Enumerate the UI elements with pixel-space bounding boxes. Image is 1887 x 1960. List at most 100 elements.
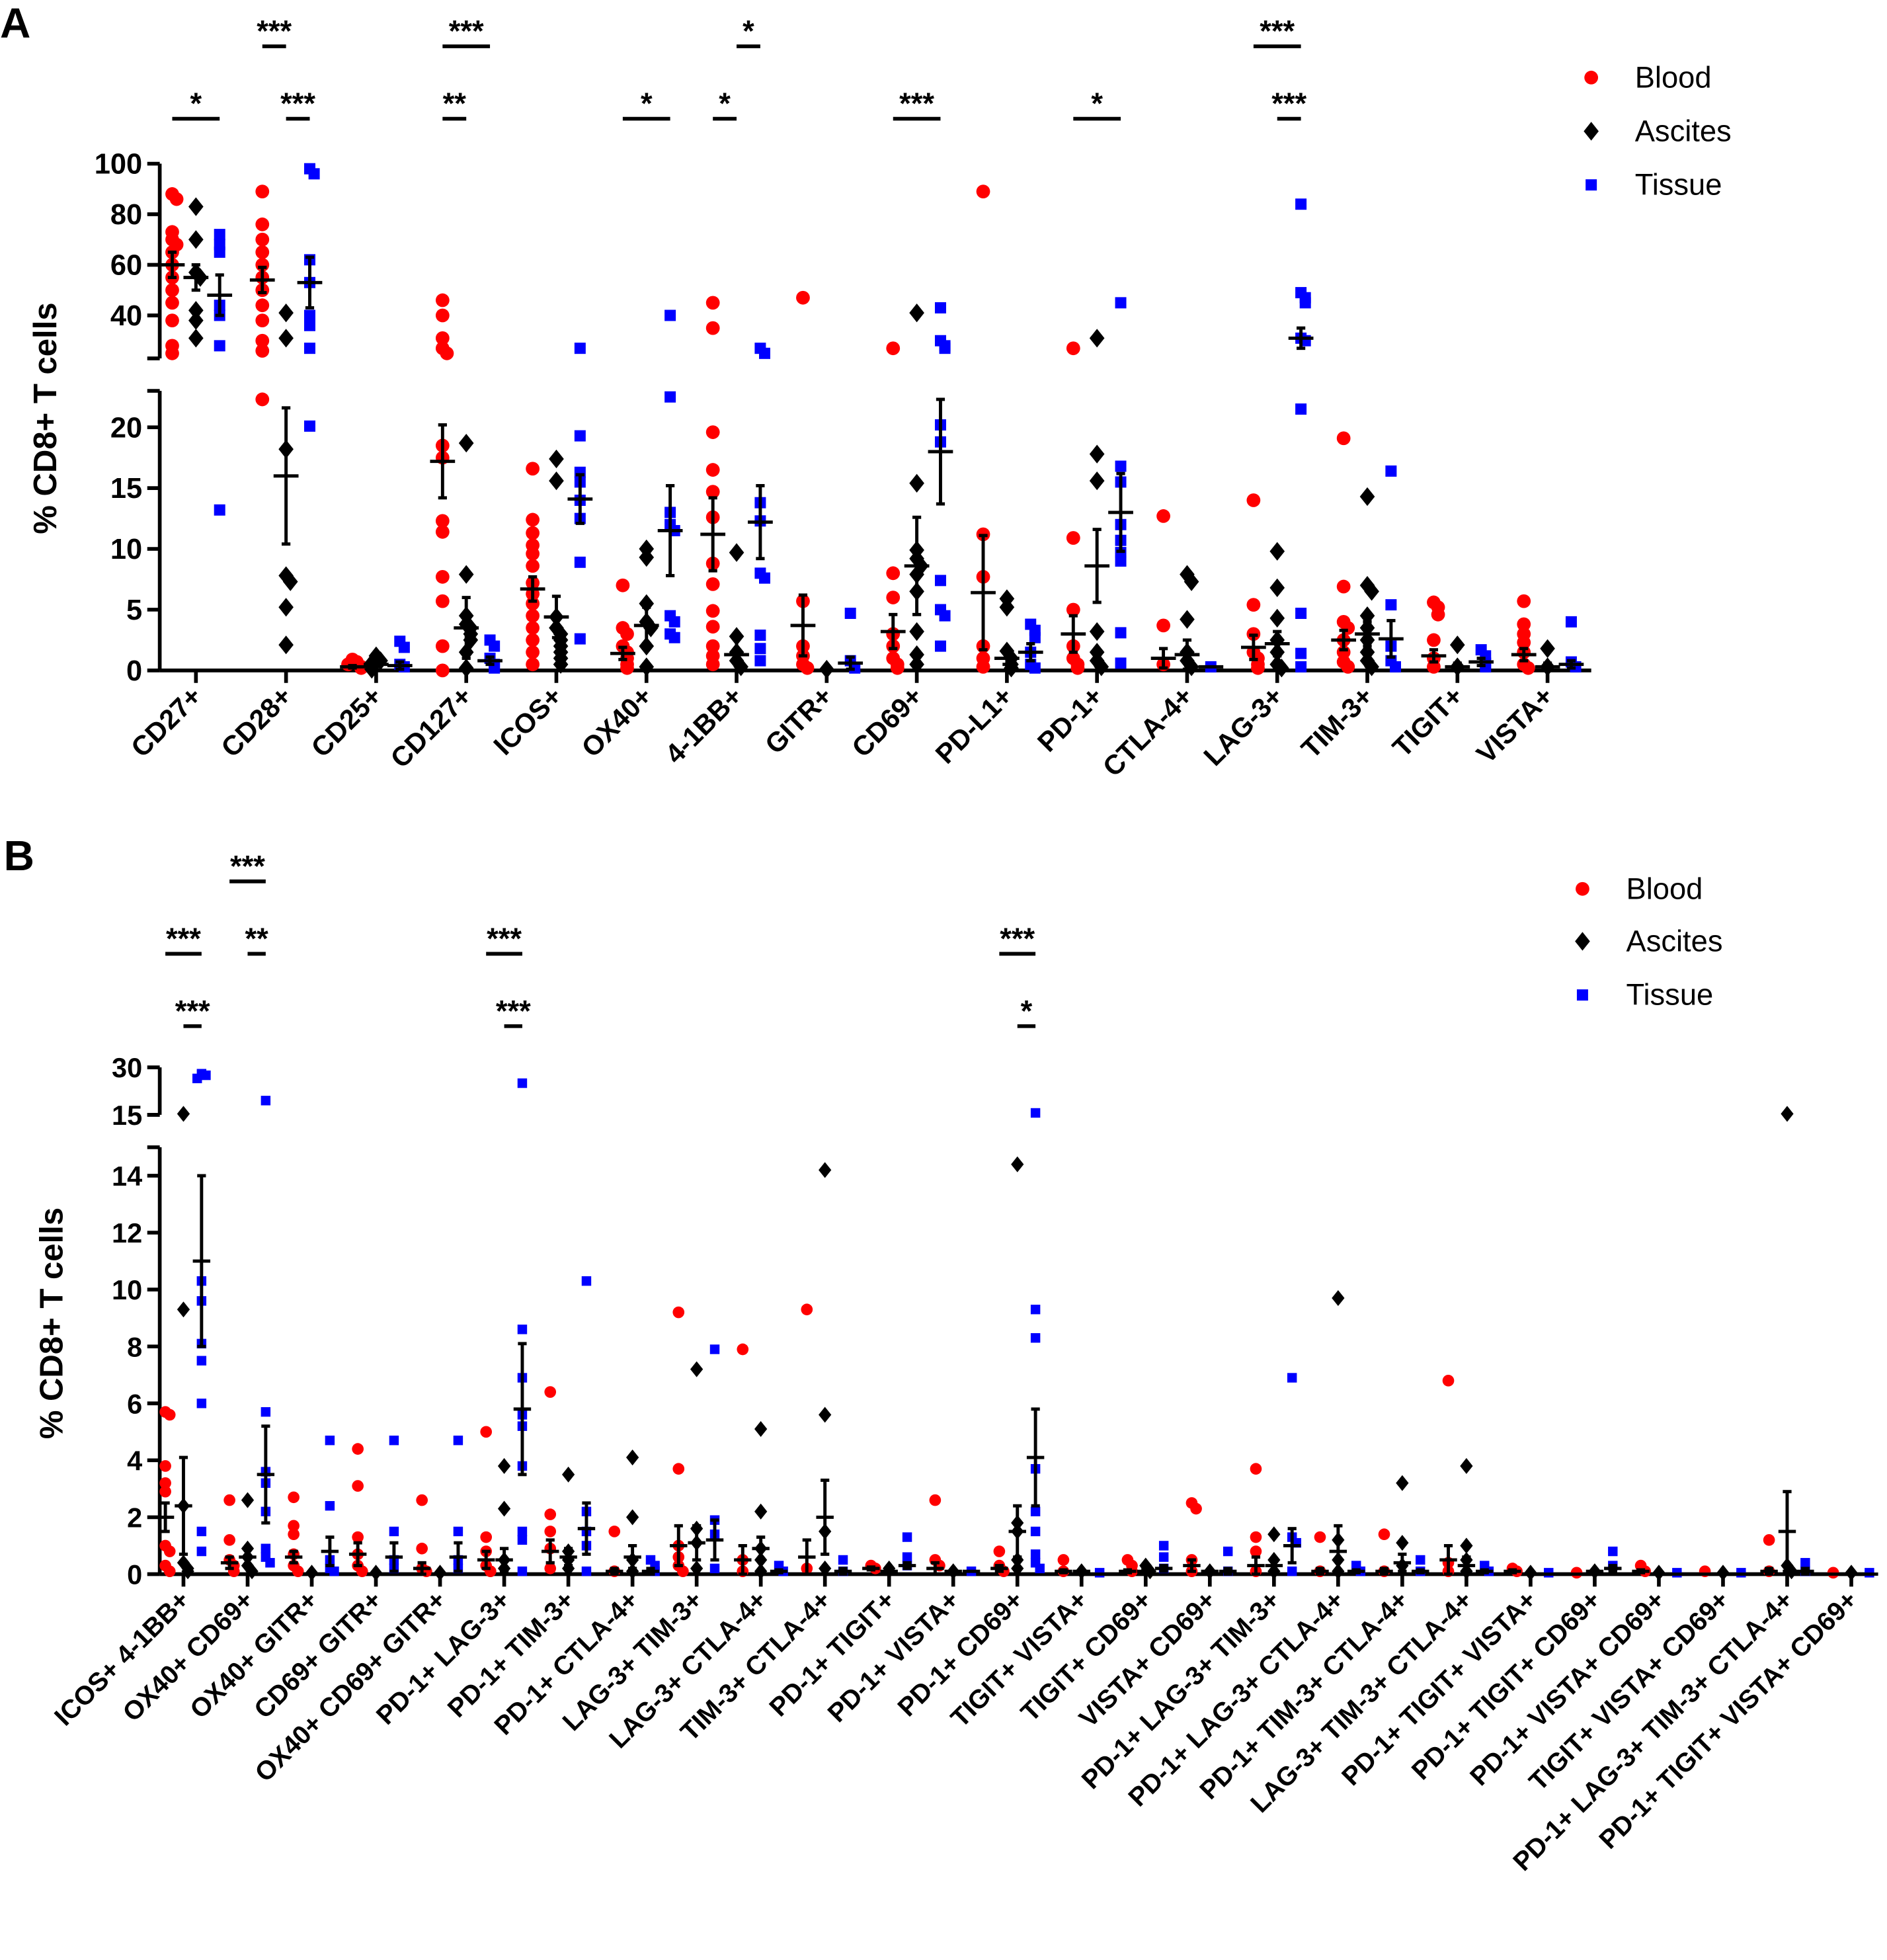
- y-tick-label: 40: [110, 300, 142, 332]
- mean-sem-bar: [1174, 638, 1200, 671]
- significance-label: ***: [449, 15, 484, 48]
- data-point: [165, 346, 179, 360]
- legend-marker-ascites: [1575, 932, 1590, 951]
- mean-sem-bar: [577, 1501, 596, 1556]
- data-point: [544, 1563, 557, 1574]
- data-point: [163, 1565, 176, 1578]
- data-point: [245, 1563, 259, 1580]
- data-point: [201, 1070, 211, 1081]
- data-point: [1431, 607, 1445, 622]
- significance-label: ***: [1000, 922, 1035, 956]
- x-tick-label: ICOS+: [487, 680, 568, 761]
- data-point: [1517, 594, 1531, 608]
- data-point: [435, 293, 450, 307]
- mean-sem-bar: [364, 660, 389, 669]
- mean-sem-bar: [1445, 661, 1470, 673]
- data-point: [435, 663, 450, 678]
- y-tick-label: 2: [127, 1502, 142, 1533]
- data-point: [574, 633, 586, 645]
- data-point: [549, 471, 564, 491]
- mean-sem-bar: [543, 594, 569, 639]
- x-tick-label: CTLA-4+: [1096, 680, 1199, 783]
- data-point: [255, 217, 270, 231]
- x-tick-label: CD127+: [384, 680, 478, 774]
- mean-sem-bar: [477, 1549, 495, 1571]
- data-point: [261, 1407, 271, 1417]
- mean-sem-bar: [898, 1561, 916, 1571]
- data-point: [909, 655, 924, 674]
- data-point: [435, 514, 450, 528]
- data-point: [517, 1535, 528, 1545]
- mean-sem-bar: [1108, 471, 1133, 553]
- data-point: [356, 1565, 368, 1578]
- data-point: [705, 620, 720, 634]
- mean-sem-bar: [207, 273, 233, 317]
- data-point: [1115, 460, 1127, 472]
- mean-sem-bar: [838, 655, 863, 671]
- data-point: [1287, 1373, 1297, 1383]
- mean-sem-bar: [994, 650, 1020, 667]
- data-point: [999, 598, 1015, 617]
- data-point: [1295, 607, 1307, 619]
- mean-sem-bar: [1375, 1567, 1393, 1576]
- y-tick-label: 5: [126, 594, 142, 626]
- data-point: [453, 1435, 463, 1446]
- data-point: [625, 1509, 639, 1526]
- legend-marker-blood: [1576, 881, 1589, 896]
- data-point: [1336, 579, 1351, 594]
- data-point: [754, 1503, 768, 1520]
- data-point: [544, 1386, 557, 1398]
- data-point: [1389, 661, 1401, 673]
- mean-sem-bar: [971, 534, 996, 652]
- data-point: [1066, 602, 1080, 617]
- y-tick-label: 60: [110, 250, 142, 282]
- mean-sem-bar: [926, 1561, 944, 1576]
- data-point: [303, 309, 315, 321]
- data-point: [352, 1480, 364, 1492]
- mean-sem-bar: [239, 1547, 257, 1568]
- mean-sem-bar: [928, 397, 953, 506]
- significance-label: **: [443, 87, 467, 120]
- data-point: [993, 1545, 1006, 1557]
- data-point: [526, 645, 540, 659]
- data-point: [1030, 1305, 1041, 1315]
- series-tissue: [192, 1069, 1878, 1578]
- data-point: [497, 1500, 511, 1517]
- data-point: [620, 627, 634, 641]
- mean-sem-bar: [1018, 641, 1043, 663]
- data-point: [1385, 599, 1397, 611]
- y-axis: [147, 1067, 162, 1574]
- mean-sem-bar: [340, 664, 365, 670]
- mean-sem-bar: [657, 484, 683, 577]
- data-point: [1089, 471, 1105, 491]
- data-point: [574, 556, 586, 568]
- mean-sem-bar: [990, 1564, 1008, 1573]
- mean-sem-bar: [734, 1543, 752, 1576]
- data-point: [265, 1558, 275, 1568]
- data-point: [389, 1526, 399, 1537]
- data-point: [705, 639, 720, 653]
- data-point: [1364, 582, 1379, 601]
- mean-sem-bar: [183, 263, 209, 292]
- data-point: [616, 578, 630, 592]
- data-point: [159, 1477, 171, 1489]
- mean-sem-bar: [559, 1547, 577, 1568]
- data-point: [416, 1494, 428, 1506]
- mean-sem-bar: [297, 255, 323, 309]
- data-point: [352, 1443, 364, 1455]
- data-point: [934, 640, 946, 652]
- significance-label: *: [641, 87, 653, 120]
- data-point: [620, 661, 634, 675]
- data-point: [549, 449, 564, 469]
- data-point: [517, 1566, 528, 1576]
- data-point: [677, 1565, 689, 1578]
- data-point: [261, 1543, 271, 1553]
- data-point: [188, 301, 204, 320]
- data-point: [398, 641, 410, 653]
- panel-label: B: [4, 832, 34, 879]
- data-point: [480, 1426, 493, 1438]
- data-point: [705, 321, 720, 335]
- mean-sem-bar: [705, 1518, 724, 1562]
- y-tick-label: 12: [112, 1217, 142, 1248]
